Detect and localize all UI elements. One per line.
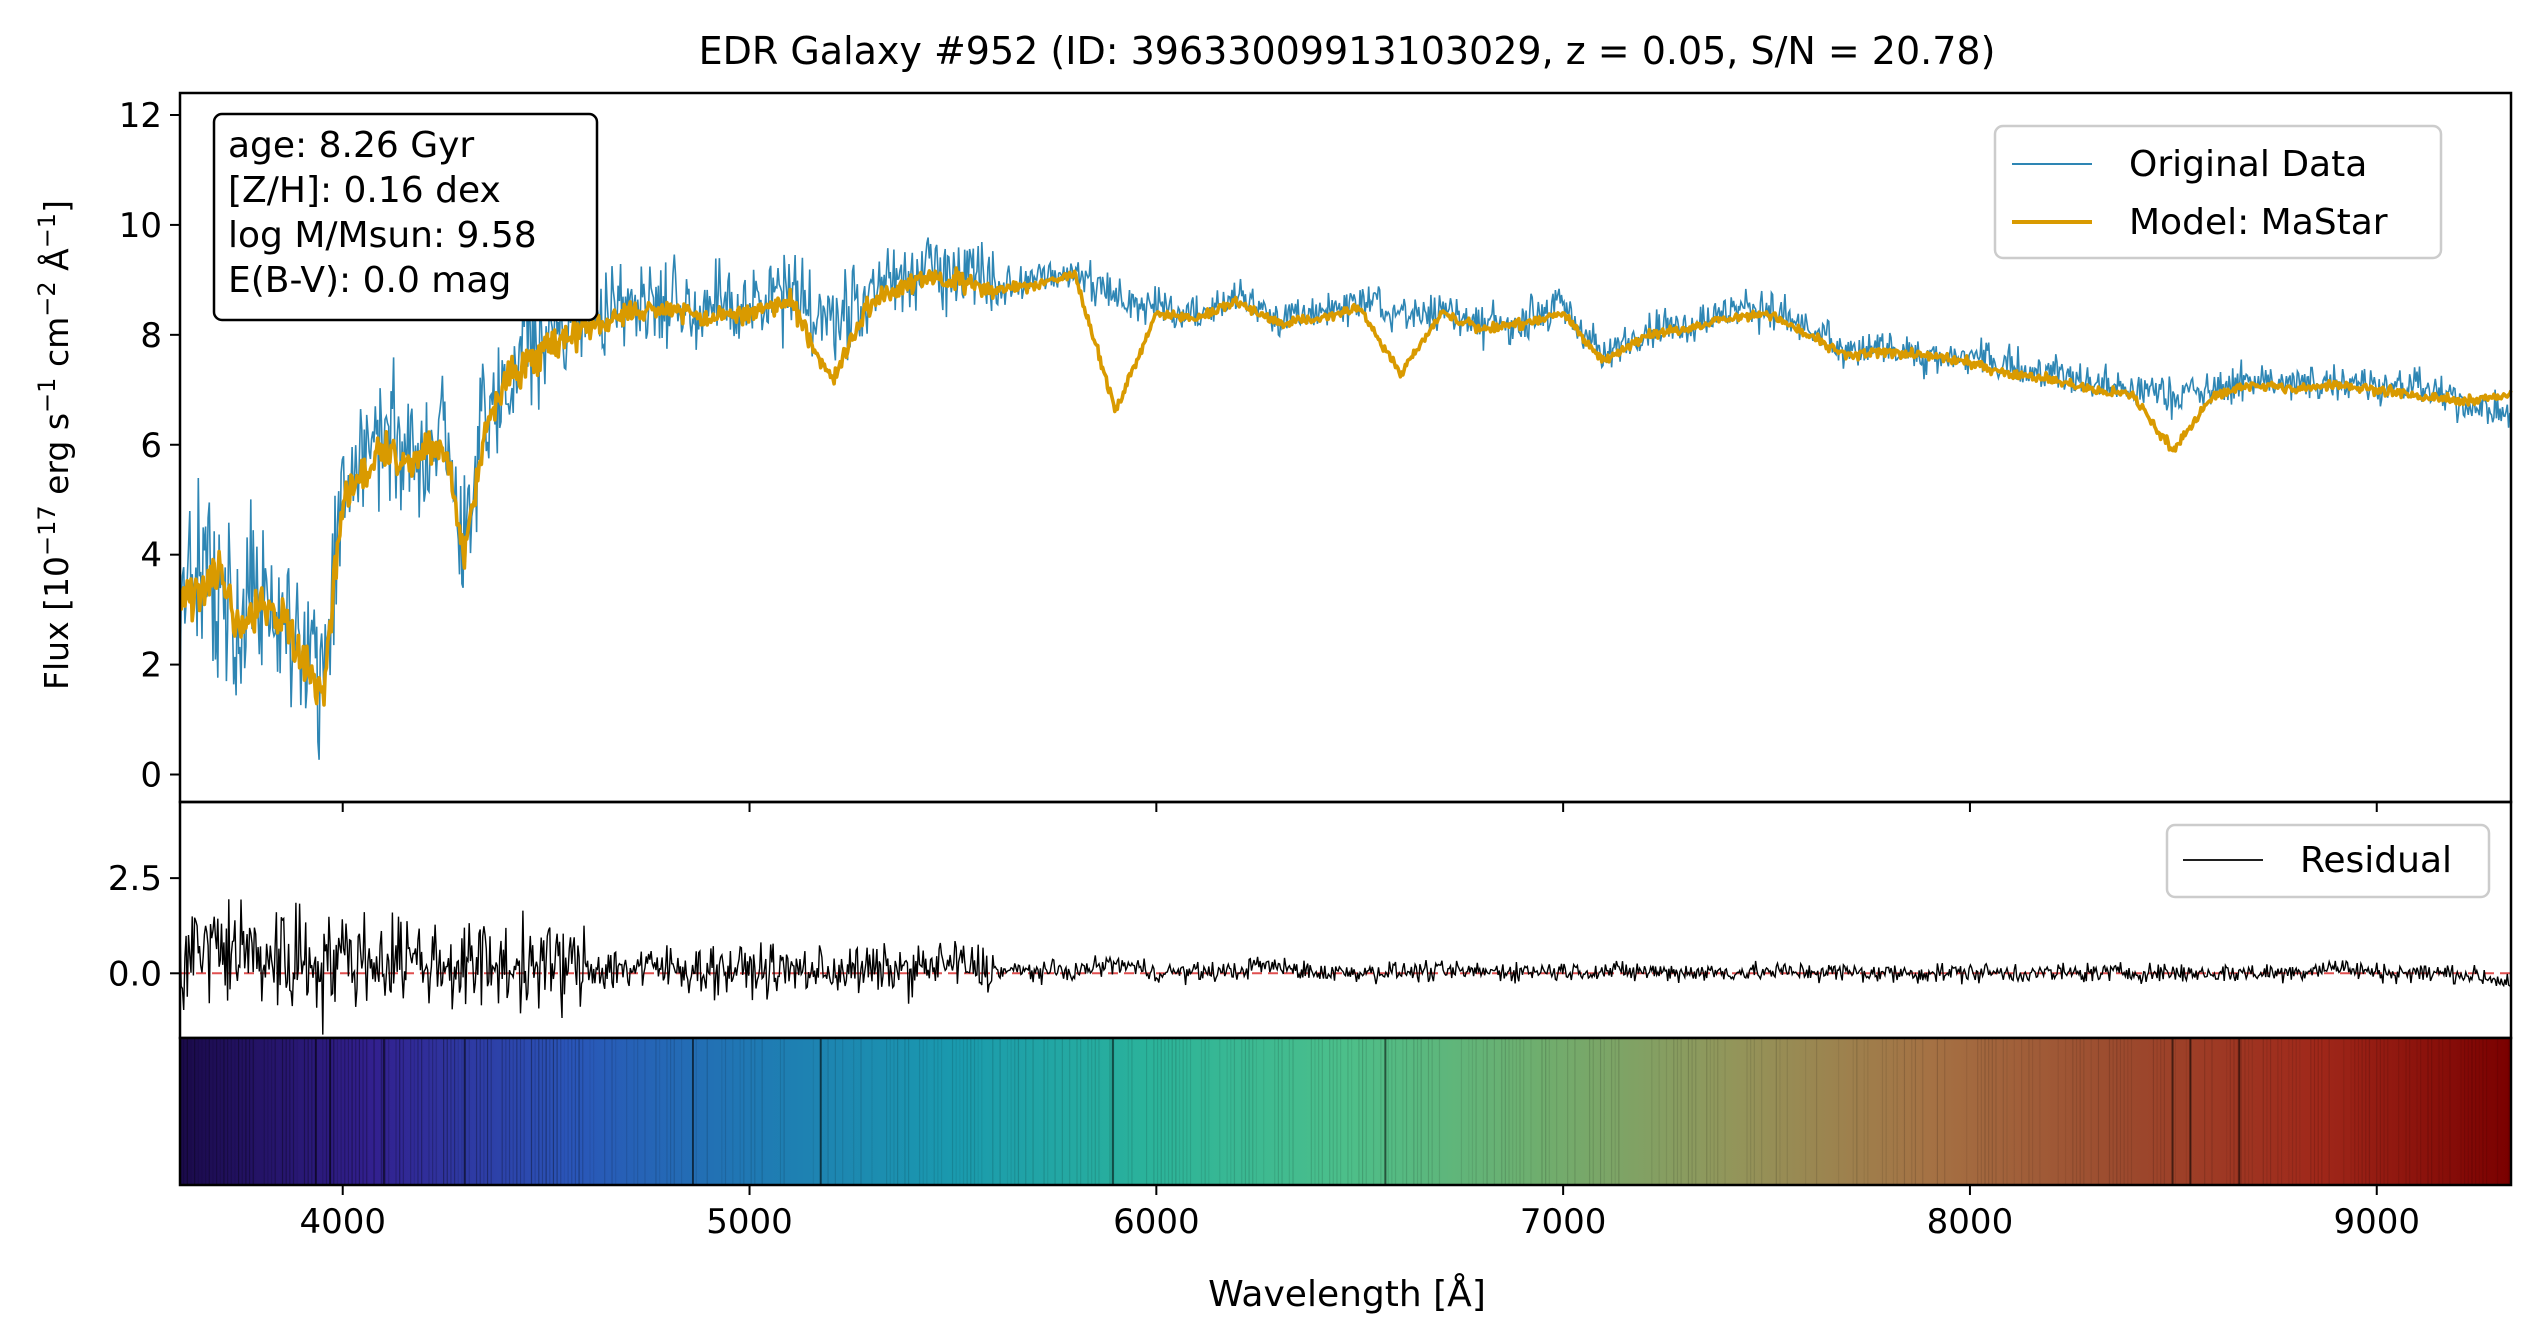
color-strip-panel: 4000 5000 6000 7000 8000 9000 bbox=[178, 1036, 2513, 1242]
legend-label-model: Model: MaStar bbox=[2129, 202, 2388, 243]
info-metallicity: [Z/H]: 0.16 dex bbox=[228, 170, 501, 211]
y-axis-label: Flux [10−17 erg s−1 cm−2 Å−1] bbox=[33, 200, 76, 690]
svg-text:Flux [10−17 erg s−1 cm−2 Å−1]: Flux [10−17 erg s−1 cm−2 Å−1] bbox=[33, 200, 76, 690]
y-tick-label-main: 8 bbox=[140, 316, 162, 356]
info-extinction: E(B-V): 0.0 mag bbox=[228, 260, 511, 301]
info-box: age: 8.26 Gyr [Z/H]: 0.16 dex log M/Msun… bbox=[212, 112, 599, 322]
x-tick-label: 9000 bbox=[2333, 1202, 2420, 1242]
y-tick-label-main: 6 bbox=[140, 426, 162, 466]
x-tick-label: 6000 bbox=[1113, 1202, 1200, 1242]
x-axis-label: Wavelength [Å] bbox=[1208, 1272, 1486, 1315]
strip-frame bbox=[178, 1036, 2513, 1187]
x-tick-label: 4000 bbox=[299, 1202, 386, 1242]
spectrum-color-strip bbox=[180, 1038, 2511, 1185]
y-tick-label-main: 10 bbox=[119, 206, 162, 246]
legend-residual: Residual bbox=[2165, 823, 2491, 899]
legend-label-residual: Residual bbox=[2300, 840, 2452, 881]
info-age: age: 8.26 Gyr bbox=[228, 125, 474, 166]
x-tick-label: 5000 bbox=[706, 1202, 793, 1242]
x-tick-label: 7000 bbox=[1520, 1202, 1607, 1242]
y-tick-label-main: 4 bbox=[140, 536, 162, 576]
series-residual bbox=[179, 899, 2512, 1035]
y-tick-label-resid: 0.0 bbox=[108, 954, 162, 994]
y-tick-label-main: 0 bbox=[140, 756, 162, 796]
info-mass: log M/Msun: 9.58 bbox=[228, 215, 537, 256]
legend-main: Original Data Model: MaStar bbox=[1993, 124, 2443, 260]
y-tick-label-main: 2 bbox=[140, 646, 162, 686]
series-model-mastar bbox=[179, 266, 2513, 707]
y-tick-label-main: 12 bbox=[119, 96, 162, 136]
y-tick-label-resid: 2.5 bbox=[108, 859, 162, 899]
chart-title: EDR Galaxy #952 (ID: 39633009913103029, … bbox=[699, 29, 1996, 73]
series-original-data bbox=[179, 237, 2512, 760]
legend-label-original: Original Data bbox=[2129, 144, 2367, 185]
x-tick-label: 8000 bbox=[1927, 1202, 2014, 1242]
